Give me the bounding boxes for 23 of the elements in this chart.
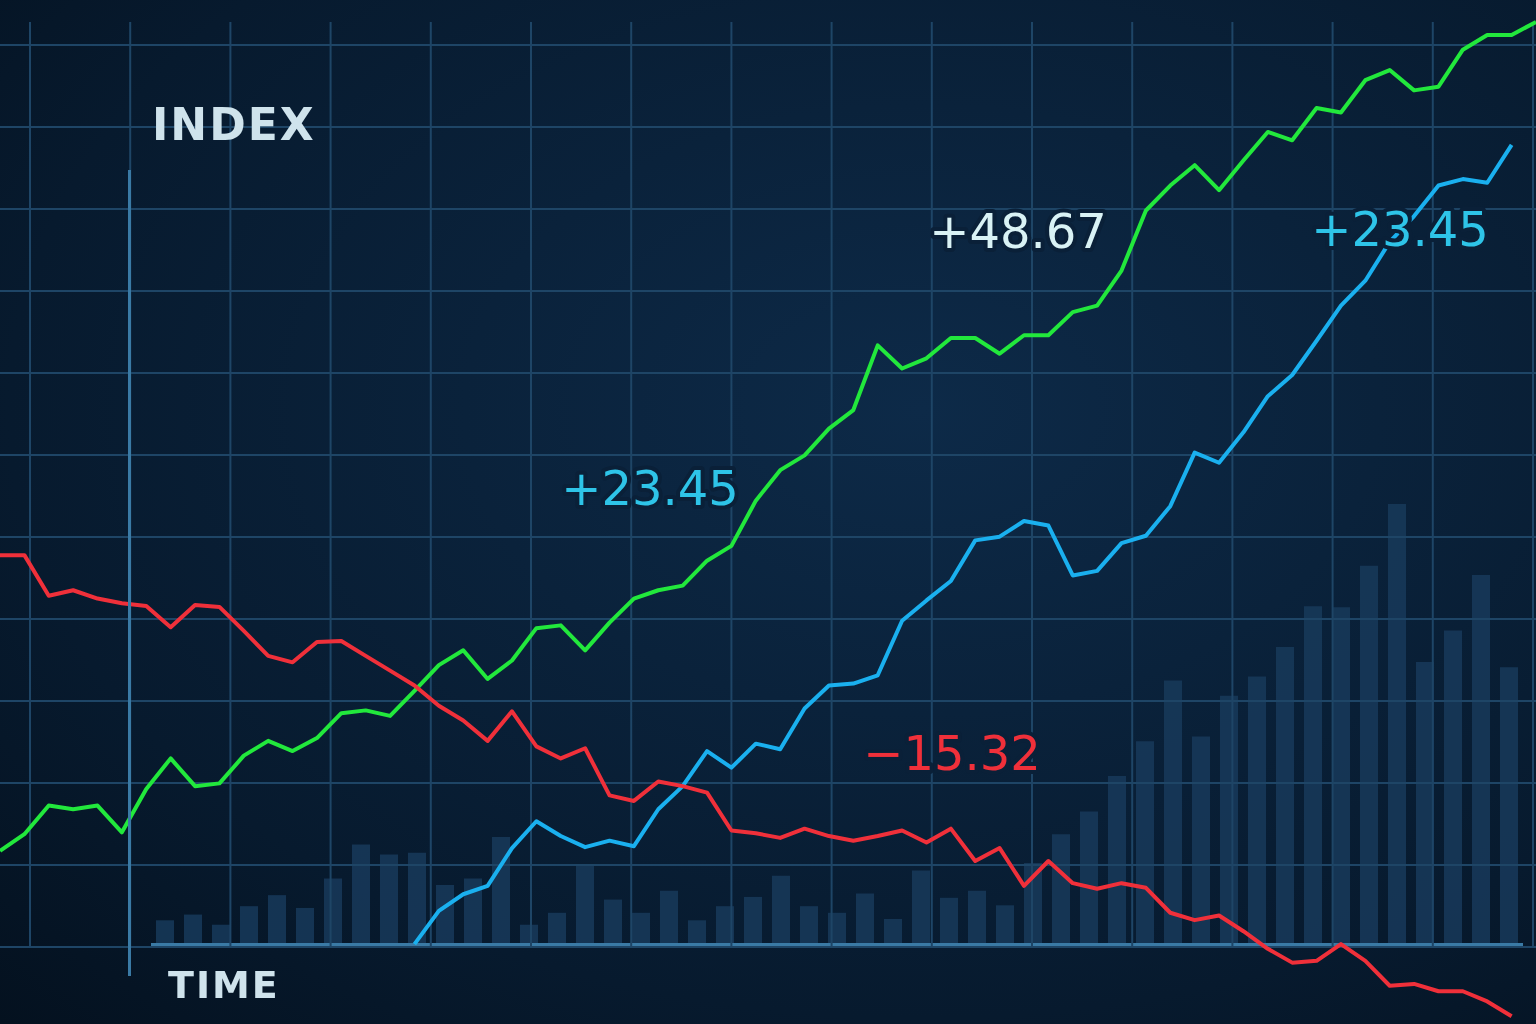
bar <box>604 899 622 945</box>
y-axis-title: INDEX <box>152 99 316 150</box>
bar <box>296 907 314 945</box>
bar <box>240 906 258 945</box>
bar <box>688 920 706 945</box>
annotation: +23.45 <box>561 460 739 516</box>
bar <box>268 895 286 945</box>
bar <box>744 896 762 945</box>
bar <box>548 912 566 945</box>
annotation: −15.32 <box>863 725 1041 781</box>
bar <box>800 906 818 945</box>
bar <box>940 897 958 945</box>
bar <box>772 875 790 945</box>
bar <box>156 920 174 945</box>
bar <box>464 878 482 945</box>
bar <box>856 893 874 945</box>
bar <box>996 905 1014 945</box>
bar <box>660 890 678 945</box>
bar <box>968 890 986 945</box>
bar <box>884 918 902 945</box>
x-axis-title: TIME <box>168 963 280 1007</box>
bar <box>184 914 202 945</box>
annotation: +48.67 <box>929 203 1107 259</box>
